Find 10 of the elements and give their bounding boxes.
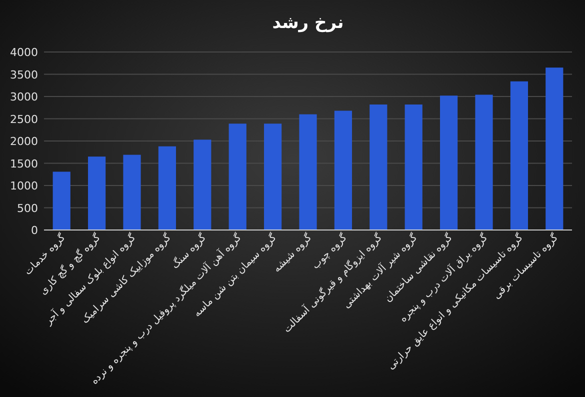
- y-tick-label: 1500: [10, 157, 38, 170]
- y-tick-label: 2500: [10, 112, 38, 126]
- y-tick-label: 4000: [10, 46, 38, 59]
- y-tick-label: 0: [31, 224, 38, 237]
- y-tick-label: 3000: [10, 90, 38, 104]
- y-tick-label: 3500: [10, 68, 38, 82]
- chart-title: نرخ رشد: [272, 13, 344, 33]
- y-tick-label: 1000: [10, 180, 38, 192]
- y-tick-label: 500: [17, 202, 38, 215]
- y-tick-label: 2000: [10, 135, 38, 148]
